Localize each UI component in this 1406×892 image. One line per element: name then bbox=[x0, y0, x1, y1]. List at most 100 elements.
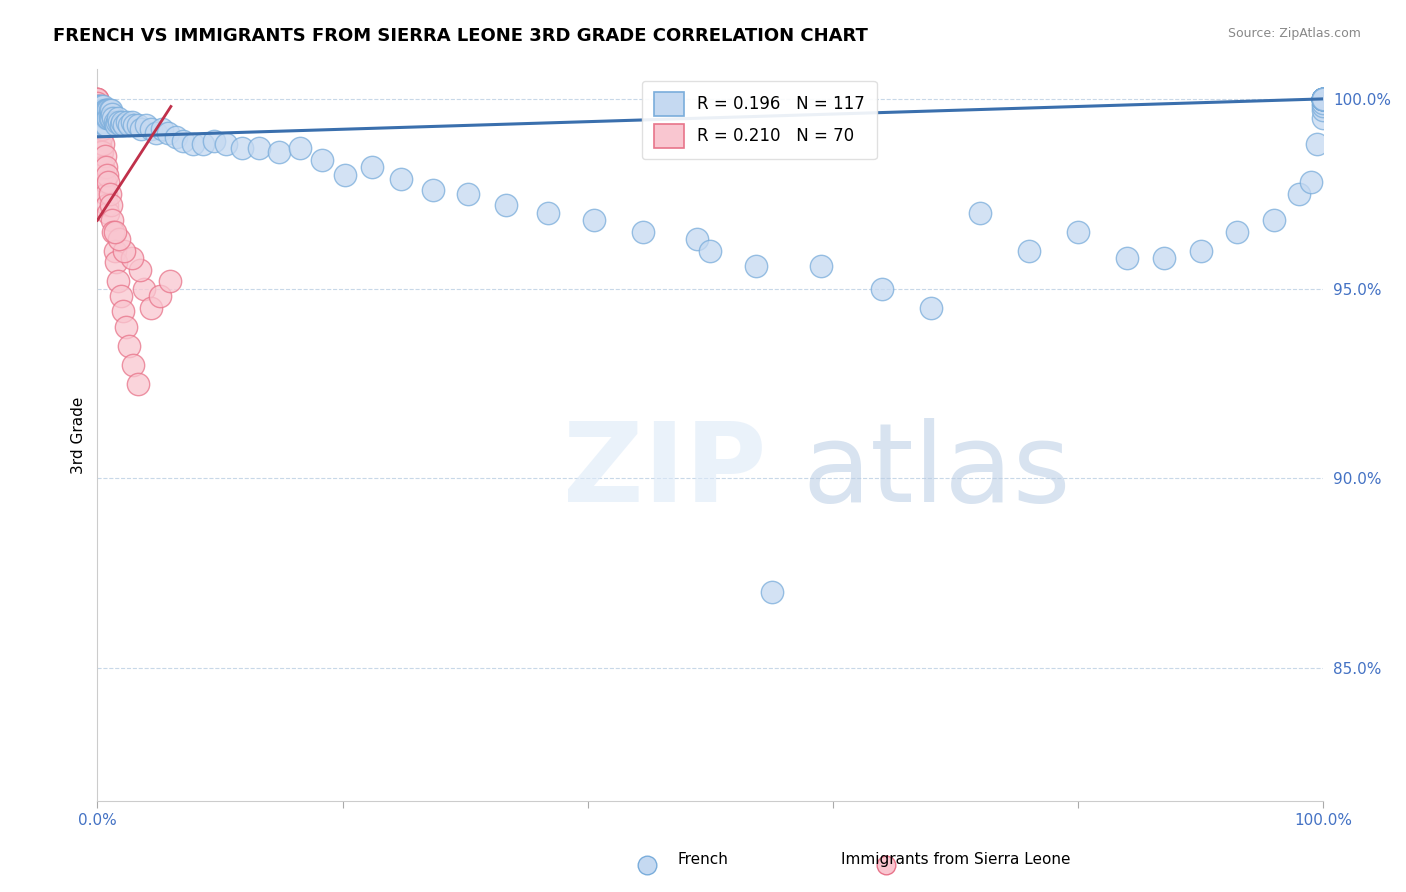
Point bbox=[333, 168, 356, 182]
Point bbox=[267, 145, 290, 159]
Point bbox=[1312, 92, 1334, 106]
Text: Immigrants from Sierra Leone: Immigrants from Sierra Leone bbox=[841, 852, 1071, 867]
Point bbox=[1312, 92, 1334, 106]
Point bbox=[89, 137, 111, 152]
Point bbox=[121, 114, 143, 128]
Point bbox=[422, 183, 444, 197]
Point bbox=[86, 137, 108, 152]
Point bbox=[231, 141, 253, 155]
Point bbox=[91, 119, 114, 133]
Point bbox=[121, 252, 143, 266]
Point bbox=[141, 122, 163, 136]
Point bbox=[104, 119, 127, 133]
Point bbox=[101, 213, 124, 227]
Point bbox=[91, 145, 114, 159]
Legend: R = 0.196   N = 117, R = 0.210   N = 70: R = 0.196 N = 117, R = 0.210 N = 70 bbox=[643, 80, 876, 160]
Point bbox=[91, 122, 114, 136]
Point bbox=[86, 95, 108, 110]
Point bbox=[202, 134, 225, 148]
Point bbox=[111, 114, 134, 128]
Point bbox=[93, 149, 115, 163]
Point bbox=[1312, 92, 1334, 106]
Point bbox=[1312, 92, 1334, 106]
Point bbox=[108, 114, 131, 128]
Point bbox=[86, 160, 108, 174]
Point bbox=[1312, 92, 1334, 106]
Point bbox=[1312, 92, 1334, 106]
Point bbox=[86, 119, 108, 133]
Point bbox=[90, 160, 112, 174]
Point bbox=[105, 114, 128, 128]
Point bbox=[495, 198, 517, 212]
Point bbox=[94, 111, 117, 125]
Point bbox=[288, 141, 311, 155]
Point bbox=[1312, 95, 1334, 110]
Point bbox=[1312, 92, 1334, 106]
Point bbox=[94, 186, 117, 201]
Point bbox=[87, 160, 110, 174]
Point bbox=[103, 114, 125, 128]
Point bbox=[93, 107, 115, 121]
Point bbox=[145, 126, 167, 140]
Point bbox=[98, 103, 121, 118]
Point bbox=[86, 92, 108, 106]
Point bbox=[1312, 92, 1334, 106]
Point bbox=[86, 153, 108, 167]
Point bbox=[1312, 92, 1334, 106]
Point bbox=[97, 206, 120, 220]
Point bbox=[129, 262, 152, 277]
Point bbox=[1312, 99, 1334, 113]
Point bbox=[96, 198, 118, 212]
Point bbox=[87, 122, 110, 136]
Point bbox=[87, 137, 110, 152]
Point bbox=[86, 114, 108, 128]
Point bbox=[86, 103, 108, 118]
Point bbox=[110, 119, 132, 133]
Point bbox=[122, 119, 145, 133]
Point bbox=[761, 585, 783, 599]
Point bbox=[100, 198, 122, 212]
Point bbox=[361, 160, 384, 174]
Point bbox=[91, 168, 114, 182]
Point bbox=[98, 111, 121, 125]
Point bbox=[89, 122, 111, 136]
Point bbox=[93, 160, 115, 174]
Point bbox=[1312, 92, 1334, 106]
Point bbox=[86, 107, 108, 121]
Point bbox=[1263, 213, 1285, 227]
Point bbox=[582, 213, 605, 227]
Point bbox=[127, 376, 149, 391]
Point bbox=[87, 129, 110, 144]
Point bbox=[1299, 175, 1322, 189]
Point bbox=[1153, 252, 1175, 266]
Point bbox=[87, 145, 110, 159]
Point bbox=[141, 301, 163, 315]
Point bbox=[93, 111, 115, 125]
Point bbox=[96, 111, 118, 125]
Point bbox=[103, 225, 125, 239]
Point bbox=[96, 103, 118, 118]
Point bbox=[1189, 244, 1212, 258]
Point bbox=[1312, 103, 1334, 118]
Point bbox=[1288, 186, 1310, 201]
Point bbox=[172, 134, 194, 148]
Point bbox=[870, 282, 893, 296]
Point bbox=[87, 107, 110, 121]
Point bbox=[89, 107, 111, 121]
Point bbox=[87, 103, 110, 118]
Point bbox=[157, 126, 180, 140]
Text: ZIP: ZIP bbox=[564, 418, 766, 525]
Point bbox=[744, 259, 766, 273]
Point bbox=[122, 358, 145, 372]
Point bbox=[93, 119, 115, 133]
Point bbox=[389, 171, 412, 186]
Point bbox=[107, 274, 129, 288]
Point bbox=[97, 111, 120, 125]
Point bbox=[115, 114, 138, 128]
Point bbox=[86, 99, 108, 113]
Point bbox=[114, 319, 136, 334]
Point bbox=[1067, 225, 1090, 239]
Point bbox=[1116, 252, 1139, 266]
Point bbox=[93, 103, 115, 118]
Point bbox=[150, 122, 173, 136]
